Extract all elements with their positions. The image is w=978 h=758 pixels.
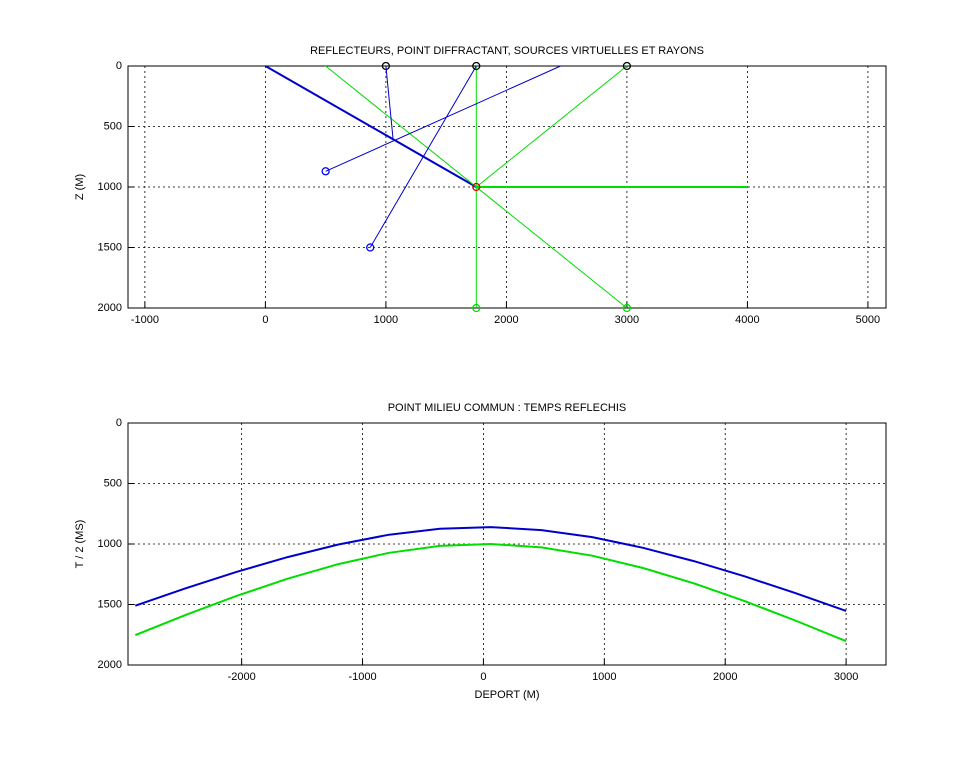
x-tick-label: -1000 [131, 314, 159, 326]
y-tick-label: 1500 [98, 241, 122, 253]
line [134, 526, 847, 612]
x-tick-label: 2000 [713, 671, 737, 683]
line [325, 65, 561, 248]
x-axis-label: DEPORT (M) [475, 689, 540, 701]
x-tick-label: 1000 [374, 314, 398, 326]
y-tick-label: 2000 [98, 302, 122, 314]
x-tick-label: -1000 [348, 671, 376, 683]
marker [472, 182, 481, 192]
y-tick-label: 1500 [98, 598, 122, 610]
chart-title: POINT MILIEU COMMUN : TEMPS REFLECHIS [388, 402, 627, 414]
y-tick-label: 1000 [98, 538, 122, 550]
y-tick-label: 0 [116, 60, 122, 72]
y-tick-label: 2000 [98, 659, 122, 671]
y-tick-label: 1000 [98, 181, 122, 193]
x-tick-label: -2000 [228, 671, 256, 683]
x-tick-label: 3000 [615, 314, 639, 326]
x-tick-label: 5000 [856, 314, 880, 326]
x-tick-label: 0 [262, 314, 268, 326]
marker [381, 61, 391, 71]
marker [472, 303, 481, 313]
y-tick-label: 500 [104, 477, 122, 489]
line [325, 65, 628, 309]
marker [472, 61, 481, 71]
marker [622, 303, 632, 313]
chart-title: REFLECTEURS, POINT DIFFRACTANT, SOURCES … [310, 45, 704, 57]
y-tick-label: 500 [104, 120, 122, 132]
marker [366, 243, 375, 252]
line [264, 65, 477, 188]
x-tick-label: 1000 [592, 671, 616, 683]
line [134, 542, 847, 643]
marker [622, 61, 632, 71]
y-tick-label: 0 [116, 417, 122, 429]
y-axis-label: Z (M) [74, 174, 86, 200]
x-tick-label: 0 [480, 671, 486, 683]
x-tick-label: 4000 [735, 314, 759, 326]
y-axis-label: T / 2 (MS) [74, 520, 86, 569]
x-tick-label: 3000 [834, 671, 858, 683]
marker [321, 167, 330, 176]
x-tick-label: 2000 [494, 314, 518, 326]
